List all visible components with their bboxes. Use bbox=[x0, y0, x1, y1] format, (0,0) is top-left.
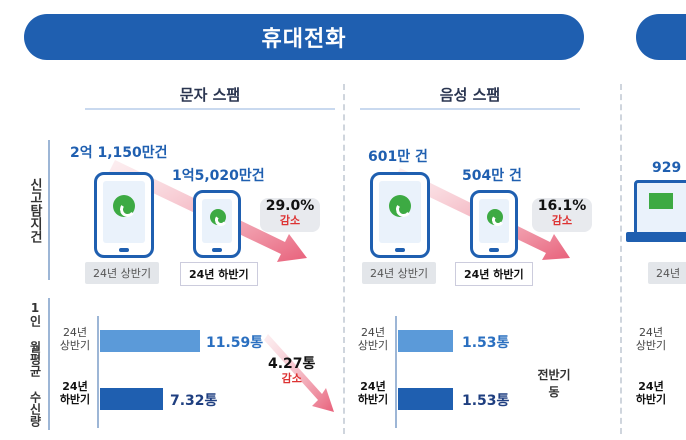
bar-row-label: 24년 하반기 bbox=[357, 380, 389, 406]
voice-note: 전반기 동 bbox=[537, 368, 571, 399]
voice-h1-count: 601만 건 bbox=[368, 149, 428, 165]
phone-icon bbox=[193, 190, 241, 258]
sms-h2-value: 7.32통 bbox=[170, 393, 218, 409]
sms-h1-bar bbox=[100, 330, 200, 352]
call-bubble-icon bbox=[487, 209, 503, 225]
bar-axis bbox=[97, 316, 99, 428]
call-bubble-icon bbox=[113, 195, 135, 217]
bar-row-label: 24년 하반기 bbox=[59, 380, 91, 406]
phone-icon bbox=[470, 190, 518, 258]
voice-h1-value: 1.53통 bbox=[462, 335, 510, 351]
row-label-reports: 신고탐지건 bbox=[26, 140, 50, 280]
laptop-base-icon bbox=[626, 232, 686, 242]
bar-row-label: 24년 하반기 bbox=[635, 380, 667, 406]
period-tag: 24년 하반기 bbox=[455, 262, 533, 286]
period-tag: 24년 상반기 bbox=[85, 262, 159, 284]
voice-h2-count: 504만 건 bbox=[462, 168, 522, 184]
period-tag: 24년 하반기 bbox=[180, 262, 258, 286]
laptop-icon bbox=[634, 180, 686, 236]
voice-h1-bar bbox=[398, 330, 453, 352]
cut-count: 929 bbox=[652, 160, 682, 176]
voice-h2-value: 1.53통 bbox=[462, 393, 510, 409]
section-separator bbox=[343, 84, 345, 434]
sms-spam-title: 문자 스팸 bbox=[179, 86, 241, 104]
bar-row-label: 24년 상반기 bbox=[357, 326, 389, 352]
phone-icon bbox=[370, 172, 430, 258]
sms-h1-value: 11.59통 bbox=[206, 335, 264, 351]
next-section-header bbox=[636, 14, 686, 60]
sms-h1-count: 2억 1,150만건 bbox=[70, 145, 168, 161]
phone-icon bbox=[94, 172, 154, 258]
divider bbox=[360, 108, 580, 110]
call-bubble-icon bbox=[210, 209, 226, 225]
sms-decrease-badge: 29.0% 감소 bbox=[260, 198, 320, 232]
sms-h2-bar bbox=[100, 388, 163, 410]
row-label-per-person: 1인 월평균 수신량 bbox=[26, 298, 50, 430]
bar-axis bbox=[395, 316, 397, 428]
page-title: 휴대전화 bbox=[24, 14, 584, 60]
bar-row-label: 24년 상반기 bbox=[635, 326, 667, 352]
call-bubble-icon bbox=[389, 195, 411, 217]
section-separator bbox=[620, 84, 622, 434]
diff-arrow-sms bbox=[264, 334, 334, 412]
voice-spam-title: 음성 스팸 bbox=[439, 86, 501, 104]
voice-h2-bar bbox=[398, 388, 453, 410]
period-tag: 24년 bbox=[648, 262, 686, 284]
sms-h2-count: 1억5,020만건 bbox=[172, 168, 265, 184]
voice-decrease-badge: 16.1% 감소 bbox=[532, 198, 592, 232]
sms-diff-badge: 4.27통 감소 bbox=[268, 356, 316, 385]
bar-row-label: 24년 상반기 bbox=[59, 326, 91, 352]
period-tag: 24년 상반기 bbox=[362, 262, 436, 284]
divider bbox=[85, 108, 335, 110]
